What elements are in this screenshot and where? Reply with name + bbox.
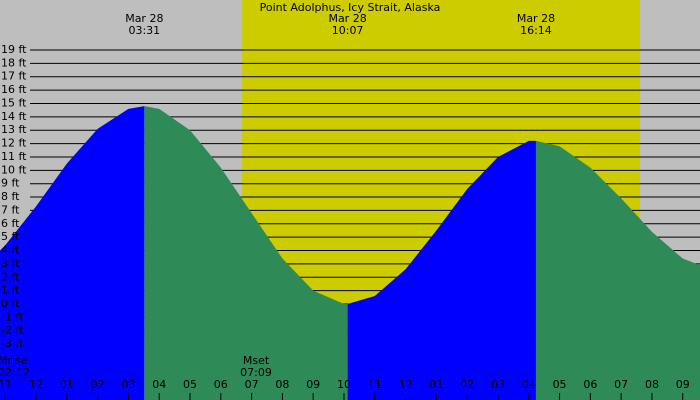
tide-area [347, 140, 536, 400]
moon-time: 02:12 [0, 366, 30, 379]
tide-area [535, 140, 700, 400]
x-tick-label: 06 [214, 378, 228, 391]
extremum-date: Mar 28 [517, 12, 555, 25]
x-tick-label: 03 [491, 378, 505, 391]
x-tick-label: 07 [614, 378, 628, 391]
y-tick-label: 4 ft [1, 244, 20, 257]
moon-time: 07:09 [240, 366, 272, 379]
chart-title: Point Adolphus, Icy Strait, Alaska [260, 1, 441, 14]
y-tick-label: 12 ft [1, 137, 27, 150]
x-tick-label: 05 [183, 378, 197, 391]
y-tick-label: 0 ft [1, 297, 20, 310]
x-tick-label: 09 [676, 378, 690, 391]
y-tick-label: 9 ft [1, 177, 20, 190]
y-tick-label: 3 ft [1, 257, 20, 270]
y-tick-label: 11 ft [1, 150, 27, 163]
x-tick-label: 11 [0, 378, 12, 391]
x-tick-label: 08 [275, 378, 289, 391]
y-tick-label: 2 ft [1, 270, 20, 283]
y-tick-label: 1 ft [1, 284, 20, 297]
y-tick-label: -3 ft [1, 337, 24, 350]
x-tick-label: 02 [91, 378, 105, 391]
moon-event: Mrise [0, 354, 28, 367]
extremum-date: Mar 28 [125, 12, 163, 25]
y-tick-label: 8 ft [1, 190, 20, 203]
y-tick-label: 6 ft [1, 217, 20, 230]
x-tick-label: 01 [429, 378, 443, 391]
x-tick-label: 04 [152, 378, 166, 391]
x-tick-label: 11 [368, 378, 382, 391]
x-tick-label: 06 [583, 378, 597, 391]
y-tick-label: 13 ft [1, 123, 27, 136]
extremum-time: 10:07 [332, 24, 364, 37]
y-tick-label: -2 ft [1, 324, 24, 337]
x-tick-label: 07 [245, 378, 259, 391]
tide-area [144, 106, 348, 400]
extremum-time: 03:31 [128, 24, 160, 37]
x-tick-label: 12 [399, 378, 413, 391]
y-tick-label: 14 ft [1, 110, 27, 123]
x-tick-label: 04 [522, 378, 536, 391]
x-tick-label: 01 [60, 378, 74, 391]
moon-event: Mset [243, 354, 270, 367]
y-tick-label: 7 ft [1, 203, 20, 216]
extremum-time: 16:14 [520, 24, 552, 37]
y-tick-label: 10 ft [1, 163, 27, 176]
y-tick-label: 15 ft [1, 96, 27, 109]
y-tick-label: 5 ft [1, 230, 20, 243]
y-tick-label: -1 ft [1, 310, 24, 323]
extremum-date: Mar 28 [328, 12, 366, 25]
y-tick-label: 17 ft [1, 70, 27, 83]
x-tick-label: 09 [306, 378, 320, 391]
y-tick-label: 19 ft [1, 43, 27, 56]
x-tick-label: 10 [337, 378, 351, 391]
x-tick-label: 03 [121, 378, 135, 391]
x-tick-label: 05 [553, 378, 567, 391]
tide-area [0, 106, 145, 400]
x-tick-label: 02 [460, 378, 474, 391]
x-tick-label: 08 [645, 378, 659, 391]
y-tick-label: 18 ft [1, 56, 27, 69]
y-tick-label: 16 ft [1, 83, 27, 96]
x-tick-label: 12 [29, 378, 43, 391]
